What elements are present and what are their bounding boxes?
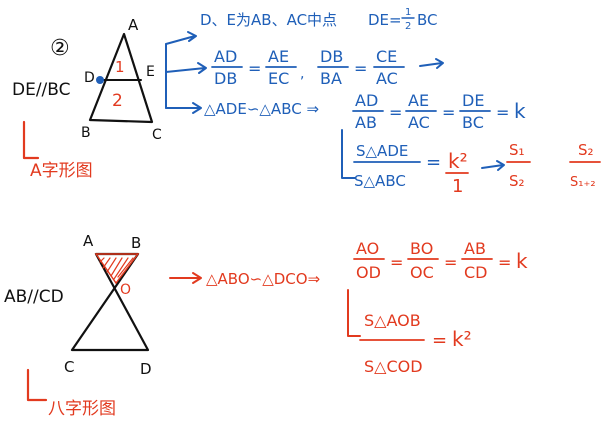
svg-text:=: =: [354, 59, 367, 78]
svg-text:=: =: [442, 103, 455, 122]
svg-text:S₂: S₂: [509, 172, 525, 190]
label-o: O: [120, 282, 131, 298]
svg-text:OD: OD: [356, 263, 381, 282]
svg-text:S₁₊₂: S₁₊₂: [570, 175, 596, 190]
red-bracket-3: [347, 289, 361, 337]
bowtie-figure: [70, 252, 150, 352]
de-equals: DE=: [368, 11, 402, 29]
svg-text:CD: CD: [464, 263, 488, 282]
red-bracket: [22, 120, 40, 160]
svg-text:AC: AC: [408, 113, 430, 132]
svg-text:EC: EC: [268, 69, 289, 88]
condition-label-2: AB//CD: [4, 287, 64, 307]
svg-text:S₁: S₁: [509, 141, 525, 159]
svg-text:k²: k²: [452, 327, 472, 351]
region-2: 2: [112, 91, 123, 111]
figure-name: A字形图: [30, 161, 93, 181]
svg-text:OC: OC: [410, 263, 434, 282]
half-num: 1: [405, 7, 411, 18]
red-bracket-2: [26, 368, 48, 402]
triangle-abc: [88, 32, 154, 124]
half-den: 2: [405, 21, 411, 32]
label-a: A: [128, 16, 139, 34]
svg-text:k²: k²: [448, 149, 468, 173]
svg-text:=: =: [426, 152, 441, 173]
region-1: 1: [115, 58, 125, 76]
midpoint-condition: D、E为AB、AC中点: [200, 11, 337, 29]
label-e: E: [146, 64, 155, 80]
bc-label: BC: [417, 11, 438, 29]
svg-text:k: k: [514, 99, 526, 123]
similarity-statement: △ADE∽△ABC ⇒: [204, 100, 319, 118]
svg-text:BA: BA: [320, 69, 342, 88]
ratio-row-3: AO OD = BO OC = AB CD = k: [353, 239, 528, 282]
shaded-region: [99, 257, 134, 280]
area-ratio-1: S△ADE S△ABC = k² 1 S₁ S₂ S₂ S₁₊₂: [353, 141, 601, 197]
svg-text:=: =: [389, 103, 402, 122]
svg-text:,: ,: [300, 66, 304, 82]
section-number: ②: [50, 36, 70, 61]
label-c-2: C: [64, 358, 74, 376]
svg-text:DB: DB: [320, 47, 343, 66]
condition-label: DE//BC: [12, 80, 71, 100]
point-d-marker: [96, 76, 104, 84]
svg-text:AD: AD: [355, 91, 378, 110]
label-a-2: A: [83, 232, 94, 250]
svg-text:=: =: [248, 59, 261, 78]
label-c: C: [152, 127, 162, 143]
svg-text:S△ABC: S△ABC: [354, 172, 406, 190]
svg-text:AC: AC: [376, 69, 398, 88]
label-d-2: D: [140, 360, 152, 378]
branch-arrows: [165, 31, 207, 114]
svg-text:AO: AO: [356, 239, 379, 258]
svg-text:=: =: [498, 253, 511, 272]
svg-text:=: =: [432, 330, 447, 351]
svg-text:DE: DE: [462, 91, 484, 110]
figure-name-2: 八字形图: [48, 399, 116, 419]
svg-text:S₂: S₂: [578, 141, 594, 159]
svg-text:S△AOB: S△AOB: [364, 311, 421, 330]
svg-text:S△COD: S△COD: [364, 357, 423, 376]
similarity-statement-2: △ABO∽△DCO⇒: [206, 270, 320, 288]
svg-text:CE: CE: [376, 47, 397, 66]
label-d: D: [84, 70, 95, 86]
area-ratio-2: S△AOB S△COD = k²: [359, 311, 472, 376]
svg-text:DB: DB: [214, 69, 237, 88]
svg-text:k: k: [516, 249, 528, 273]
svg-text:AB: AB: [464, 239, 486, 258]
label-b-2: B: [131, 234, 141, 252]
svg-text:=: =: [496, 103, 509, 122]
svg-text:AE: AE: [268, 47, 289, 66]
svg-text:AE: AE: [408, 91, 429, 110]
svg-text:AD: AD: [214, 47, 237, 66]
blue-bracket: [341, 129, 356, 179]
label-b: B: [81, 125, 91, 141]
svg-text:AB: AB: [355, 113, 377, 132]
svg-text:=: =: [444, 253, 457, 272]
ratio-row-2: AD AB = AE AC = DE BC = k: [352, 91, 526, 132]
svg-text:S△ADE: S△ADE: [356, 142, 408, 160]
svg-text:=: =: [390, 253, 403, 272]
svg-text:BO: BO: [410, 239, 433, 258]
red-arrow: [169, 272, 202, 284]
svg-text:BC: BC: [462, 113, 484, 132]
svg-text:1: 1: [452, 176, 463, 197]
ratio-row-1: AD DB = AE EC , DB BA = CE AC: [211, 47, 444, 88]
